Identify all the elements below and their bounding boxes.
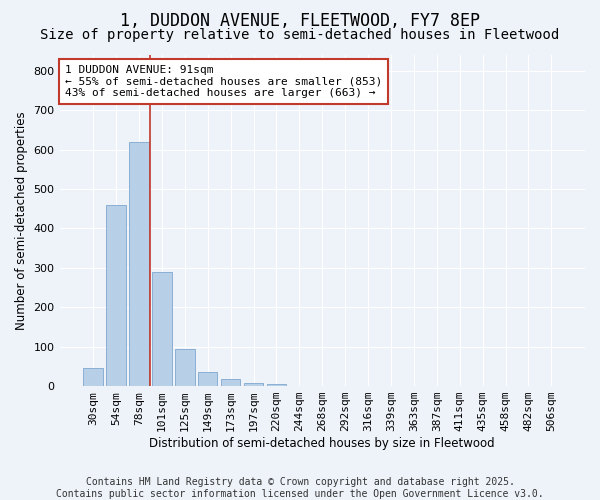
Bar bbox=[152, 272, 172, 386]
Text: 1, DUDDON AVENUE, FLEETWOOD, FY7 8EP: 1, DUDDON AVENUE, FLEETWOOD, FY7 8EP bbox=[120, 12, 480, 30]
Bar bbox=[244, 383, 263, 386]
Bar bbox=[106, 205, 126, 386]
Text: Size of property relative to semi-detached houses in Fleetwood: Size of property relative to semi-detach… bbox=[40, 28, 560, 42]
Text: 1 DUDDON AVENUE: 91sqm
← 55% of semi-detached houses are smaller (853)
43% of se: 1 DUDDON AVENUE: 91sqm ← 55% of semi-det… bbox=[65, 65, 382, 98]
Bar bbox=[221, 380, 241, 386]
Bar bbox=[175, 350, 194, 386]
Bar bbox=[129, 142, 149, 386]
Text: Contains HM Land Registry data © Crown copyright and database right 2025.
Contai: Contains HM Land Registry data © Crown c… bbox=[56, 478, 544, 499]
Bar bbox=[267, 384, 286, 386]
Bar bbox=[198, 372, 217, 386]
Y-axis label: Number of semi-detached properties: Number of semi-detached properties bbox=[15, 111, 28, 330]
Bar bbox=[83, 368, 103, 386]
X-axis label: Distribution of semi-detached houses by size in Fleetwood: Distribution of semi-detached houses by … bbox=[149, 437, 495, 450]
